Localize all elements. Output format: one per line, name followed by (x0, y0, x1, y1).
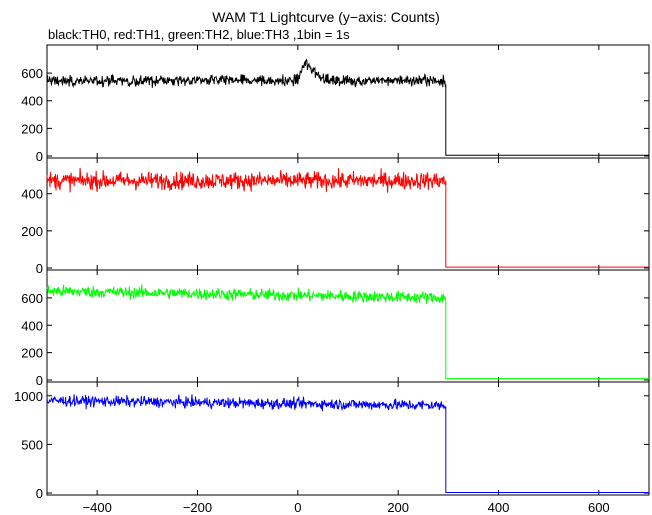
y-tick-label-th1-200: 200 (21, 224, 43, 239)
y-tick-label-th0-200: 200 (21, 121, 43, 136)
y-tick-label-th2-200: 200 (21, 346, 43, 361)
y-tick-label-th0-600: 600 (21, 66, 43, 81)
panel-frame-th2 (46, 269, 650, 383)
y-tick-label-th1-0: 0 (36, 261, 43, 276)
panel-frame-th0 (46, 44, 650, 159)
y-tick-label-th3-0: 0 (36, 486, 43, 501)
y-tick-label-th1-400: 400 (21, 187, 43, 202)
x-tick-label-200: 200 (387, 500, 409, 515)
x-tick-label-0: 0 (294, 500, 301, 515)
series-line-th1 (46, 167, 649, 268)
series-line-th3 (46, 394, 649, 493)
x-tick-label-600: 600 (588, 500, 610, 515)
y-tick-label-th0-400: 400 (21, 94, 43, 109)
x-tick-label--400: −400 (83, 500, 112, 515)
y-tick-label-th0-0: 0 (36, 149, 43, 164)
panel-frame-th3 (46, 381, 650, 496)
y-tick-label-th3-500: 500 (21, 437, 43, 452)
series-line-th0 (46, 58, 649, 156)
series-line-th2 (46, 284, 649, 380)
y-tick-label-th3-1000: 1000 (14, 389, 43, 404)
y-tick-label-th2-600: 600 (21, 291, 43, 306)
y-tick-label-th2-0: 0 (36, 373, 43, 388)
x-tick-label--200: −200 (183, 500, 212, 515)
x-tick-label-400: 400 (488, 500, 510, 515)
chart-subtitle: black:TH0, red:TH1, green:TH2, blue:TH3 … (48, 27, 350, 42)
panel-frame-th1 (46, 157, 650, 271)
chart-title: WAM T1 Lightcurve (y−axis: Counts) (212, 9, 440, 25)
y-tick-label-th2-400: 400 (21, 318, 43, 333)
